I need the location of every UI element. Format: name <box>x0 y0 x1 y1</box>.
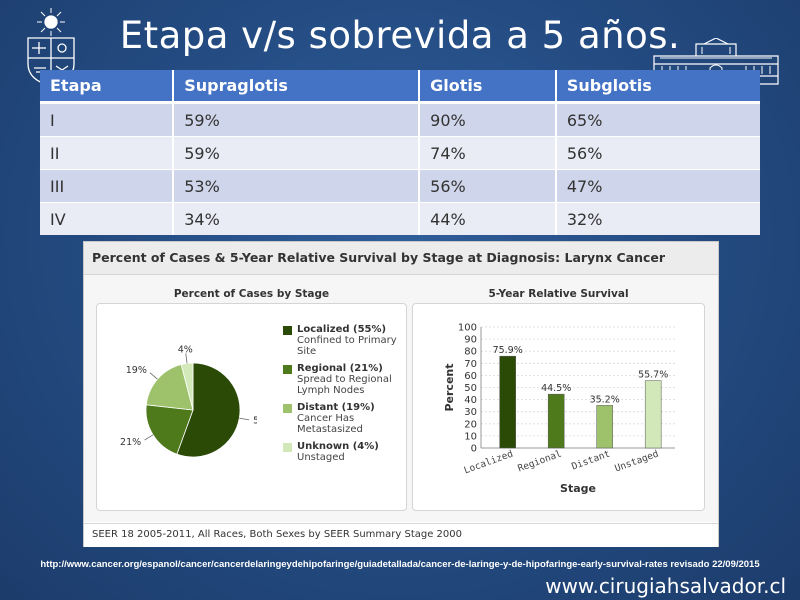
y-tick-label: 20 <box>464 419 477 430</box>
table-cell: 59% <box>173 102 421 137</box>
table-cell: IV <box>40 202 175 235</box>
x-axis-title: Stage <box>560 482 596 495</box>
table-cell: 47% <box>555 169 760 203</box>
legend-swatch <box>283 443 292 452</box>
table-row: II 59% 74% 56% <box>40 136 760 170</box>
y-tick-label: 50 <box>464 383 477 394</box>
x-tick-label: Unstaged <box>613 448 660 474</box>
table-cell: 56% <box>555 136 760 170</box>
legend-swatch <box>283 326 292 335</box>
table-cell: 53% <box>173 169 421 203</box>
legend-label: Distant (19%) <box>297 402 375 413</box>
table-cell: 44% <box>419 202 557 235</box>
pie-label-leader <box>239 417 250 421</box>
slide-title: Etapa v/s sobrevida a 5 años. <box>119 14 681 57</box>
table-cell: 34% <box>173 202 421 235</box>
pie-chart-box: Percent of Cases by Stage 55% 21% 19% 4% Lo… <box>96 288 407 511</box>
table-cell: 59% <box>173 136 421 170</box>
bar-value-label: 75.9% <box>493 345 523 356</box>
site-url: www.cirugiahsalvador.cl <box>545 574 786 598</box>
source-url: http://www.cancer.org/espanol/cancer/can… <box>40 559 760 570</box>
pie-label-localized: 55% <box>253 416 257 427</box>
table-cell: 56% <box>419 169 557 203</box>
legend-label: Localized (55%) <box>297 324 387 335</box>
pie-legend: Localized (55%) Confined to Primary Site… <box>283 324 403 504</box>
y-tick-label: 60 <box>464 371 477 382</box>
legend-swatch <box>283 404 292 413</box>
table-cell: 32% <box>555 202 760 235</box>
table-row: I 59% 90% 65% <box>40 102 760 137</box>
table-cell: 65% <box>555 102 760 137</box>
legend-description: Spread to Regional Lymph Nodes <box>297 374 392 396</box>
bar-value-label: 35.2% <box>590 394 620 405</box>
header-subglotis: Subglotis <box>555 70 760 104</box>
legend-description: Cancer Has Metastasized <box>297 413 363 435</box>
legend-label: Unknown (4%) <box>297 441 379 452</box>
pie-label-unknown: 4% <box>178 344 193 355</box>
hospital-building-logo <box>653 38 779 85</box>
y-tick-label: 40 <box>464 395 477 406</box>
legend-swatch <box>283 365 292 374</box>
bar-localized <box>499 355 516 449</box>
table-row: IV 34% 44% 32% <box>40 202 760 235</box>
figure-header: Percent of Cases & 5-Year Relative Survi… <box>84 242 718 275</box>
y-axis-title: Percent <box>443 363 456 411</box>
figure-footer-text: SEER 18 2005-2011, All Races, Both Sexes… <box>92 529 463 540</box>
figure-footer: SEER 18 2005-2011, All Races, Both Sexes… <box>84 523 718 547</box>
bar-distant <box>596 405 613 449</box>
bar-regional <box>547 393 565 449</box>
pie-label-distant: 19% <box>126 365 147 376</box>
legend-description: Unstaged <box>297 452 345 463</box>
pie-chart-title: Percent of Cases by Stage <box>173 288 330 300</box>
bar-chart: 010203040506070809010075.9%Localized44.5… <box>443 323 675 495</box>
pie-label-leader <box>144 434 154 441</box>
legend-description: Confined to Primary Site <box>297 335 397 357</box>
y-tick-label: 70 <box>464 359 477 370</box>
figure-title: Percent of Cases & 5-Year Relative Survi… <box>92 250 666 265</box>
y-tick-label: 90 <box>464 335 477 346</box>
figure-body: Percent of Cases by Stage 55% 21% 19% 4% Lo… <box>84 275 718 522</box>
pie-slice-localized <box>176 362 241 458</box>
pie-chart: 55% 21% 19% 4% <box>120 344 257 458</box>
table-cell: 74% <box>419 136 557 170</box>
bar-value-label: 55.7% <box>638 370 668 381</box>
table-row: III 53% 56% 47% <box>40 169 760 203</box>
survival-by-stage-table: Etapa Supraglotis Glotis Subglotis I 59%… <box>40 70 760 235</box>
legend-label: Regional (21%) <box>297 363 383 374</box>
bar-value-label: 44.5% <box>541 383 571 394</box>
y-tick-label: 10 <box>464 431 477 442</box>
x-tick-label: Distant <box>570 448 611 472</box>
y-tick-label: 0 <box>471 444 477 455</box>
y-tick-label: 30 <box>464 407 477 418</box>
y-tick-label: 100 <box>458 323 477 334</box>
y-tick-label: 80 <box>464 347 477 358</box>
header-etapa: Etapa <box>40 70 175 104</box>
seer-figure-panel: Percent of Cases & 5-Year Relative Survi… <box>83 241 719 547</box>
table-cell: II <box>40 136 175 170</box>
bar-chart-box: 5-Year Relative Survival 0 10 20 30 40 50 60 70… <box>412 288 705 511</box>
table-cell: 90% <box>419 102 557 137</box>
table-cell: III <box>40 169 175 203</box>
header-glotis: Glotis <box>419 70 557 104</box>
header-supraglotis: Supraglotis <box>173 70 421 104</box>
table-cell: I <box>40 102 175 137</box>
pie-slice-regional <box>145 404 194 455</box>
x-tick-label: Regional <box>516 448 563 474</box>
pie-label-regional: 21% <box>120 437 141 448</box>
bar-chart-title: 5-Year Relative Survival <box>488 288 629 300</box>
bar-unstaged <box>644 380 662 449</box>
pie-label-leader <box>149 372 158 380</box>
pie-label-leader <box>185 353 188 364</box>
table-header-row: Etapa Supraglotis Glotis Subglotis <box>40 70 760 104</box>
